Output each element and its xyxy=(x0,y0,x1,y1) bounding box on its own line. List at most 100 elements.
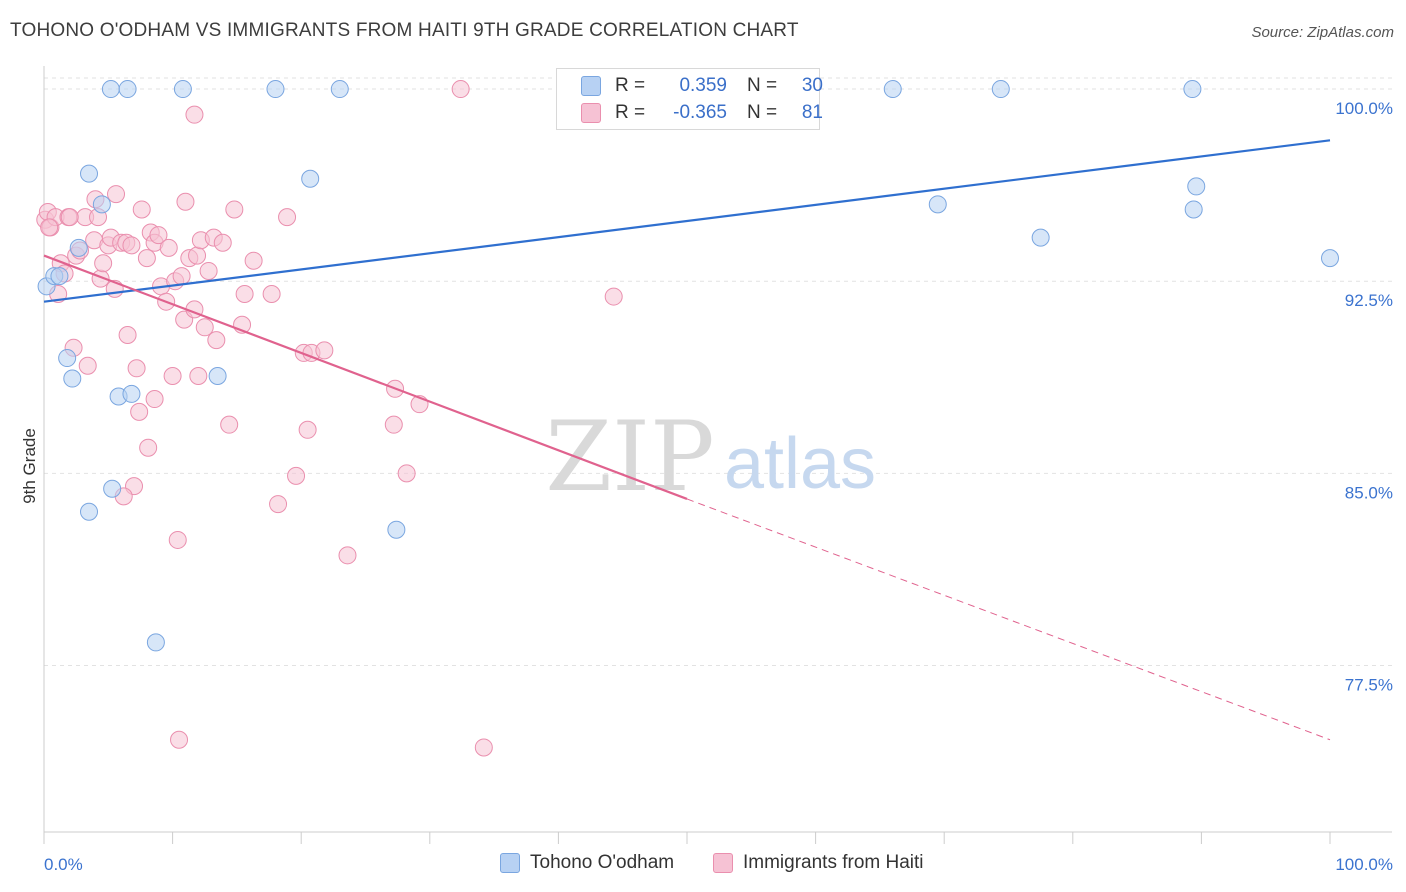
legend-label-haiti: Immigrants from Haiti xyxy=(743,852,924,873)
n-value: 30 xyxy=(801,75,823,96)
haiti-point xyxy=(40,218,59,237)
haiti-point xyxy=(195,318,214,337)
haiti-point xyxy=(262,285,281,304)
source-label: Source: ZipAtlas.com xyxy=(1251,24,1394,41)
haiti-point xyxy=(149,226,168,245)
haiti-point xyxy=(199,261,218,280)
tohono-point xyxy=(118,80,137,99)
haiti-point xyxy=(397,464,416,483)
haiti-trend-line-extrapolated xyxy=(686,498,1331,741)
n-value: 81 xyxy=(801,102,823,123)
haiti-point xyxy=(338,546,357,565)
tohono-point xyxy=(101,80,120,99)
y-tick-label: 85.0% xyxy=(1345,483,1393,502)
tohono-point xyxy=(122,384,141,403)
tohono-point xyxy=(1187,177,1206,196)
stats-row-pink: R = -0.365 N = 81 xyxy=(581,100,823,126)
y-tick-label: 77.5% xyxy=(1345,675,1393,694)
blue-swatch xyxy=(581,76,601,96)
y-tick-labels: 77.5% 85.0% 92.5% 100.0% xyxy=(1335,99,1393,694)
watermark: ZIP atlas xyxy=(545,401,876,513)
y-tick-label: 100.0% xyxy=(1335,99,1393,118)
haiti-point xyxy=(170,730,189,749)
tohono-point xyxy=(330,80,349,99)
haiti-point xyxy=(384,415,403,434)
haiti-point xyxy=(225,200,244,219)
tohono-point xyxy=(80,502,99,521)
haiti-point xyxy=(278,208,297,227)
haiti-point xyxy=(298,420,317,439)
trend-lines xyxy=(43,139,1331,741)
series-haiti-points xyxy=(36,80,623,757)
watermark-atlas: atlas xyxy=(724,424,876,504)
haiti-point xyxy=(122,236,141,255)
tohono-point xyxy=(208,366,227,385)
haiti-point xyxy=(315,341,334,360)
haiti-point xyxy=(451,80,470,99)
stats-row-blue: R = 0.359 N = 30 xyxy=(581,73,823,99)
tohono-point xyxy=(301,169,320,188)
tohono-point xyxy=(92,195,111,214)
tohono-point xyxy=(1184,200,1203,219)
tohono-point xyxy=(928,195,947,214)
haiti-point xyxy=(287,466,306,485)
haiti-point xyxy=(207,331,226,350)
tohono-point xyxy=(80,164,99,183)
legend-item-tohono: Tohono O'odham xyxy=(500,852,674,874)
n-label: N = xyxy=(747,75,778,96)
legend-swatch-pink xyxy=(713,853,733,873)
haiti-point xyxy=(163,366,182,385)
haiti-point xyxy=(139,438,158,457)
tohono-point xyxy=(1183,80,1202,99)
tohono-point xyxy=(63,369,82,388)
haiti-point xyxy=(185,105,204,124)
tohono-point xyxy=(1321,249,1339,268)
haiti-point xyxy=(159,238,178,257)
haiti-point xyxy=(137,249,156,268)
haiti-point xyxy=(60,208,79,227)
haiti-point xyxy=(94,254,113,273)
haiti-point xyxy=(145,390,164,409)
haiti-point xyxy=(107,185,126,204)
axes xyxy=(43,66,1392,844)
bottom-legend: Tohono O'odham Immigrants from Haiti xyxy=(0,852,1406,878)
haiti-point xyxy=(78,356,97,375)
tohono-point xyxy=(50,267,69,286)
haiti-point xyxy=(172,267,191,286)
haiti-point xyxy=(118,325,137,344)
pink-swatch xyxy=(581,103,601,123)
r-value: -0.365 xyxy=(673,102,727,123)
y-tick-label: 92.5% xyxy=(1345,291,1393,310)
r-value: 0.359 xyxy=(679,75,727,96)
haiti-point xyxy=(244,251,263,270)
x-tick-labels: 0.0% 100.0% xyxy=(44,855,1393,874)
series-tohono-points xyxy=(37,80,1339,652)
tohono-point xyxy=(103,479,122,498)
haiti-point xyxy=(168,530,187,549)
haiti-point xyxy=(189,366,208,385)
haiti-point xyxy=(130,402,149,421)
tohono-point xyxy=(1031,228,1050,247)
tohono-point xyxy=(58,349,77,368)
legend-swatch-blue xyxy=(500,853,520,873)
legend-label-tohono: Tohono O'odham xyxy=(530,852,675,873)
r-label: R = xyxy=(615,75,646,96)
n-label: N = xyxy=(747,102,778,123)
grid-lines xyxy=(44,77,1392,666)
legend-item-haiti: Immigrants from Haiti xyxy=(713,852,924,874)
stats-legend: R = 0.359 N = 30 R = -0.365 N = 81 xyxy=(556,68,823,130)
x-tick-label: 100.0% xyxy=(1335,855,1393,874)
haiti-point xyxy=(213,233,232,252)
tohono-trend-line xyxy=(43,139,1331,303)
tohono-point xyxy=(266,80,285,99)
r-label: R = xyxy=(615,102,646,123)
tohono-point xyxy=(146,633,165,652)
haiti-trend-line xyxy=(43,254,688,500)
tohono-point xyxy=(991,80,1010,99)
haiti-point xyxy=(474,738,493,757)
haiti-point xyxy=(176,192,195,211)
haiti-point xyxy=(220,415,239,434)
haiti-point xyxy=(127,359,146,378)
haiti-point xyxy=(132,200,151,219)
